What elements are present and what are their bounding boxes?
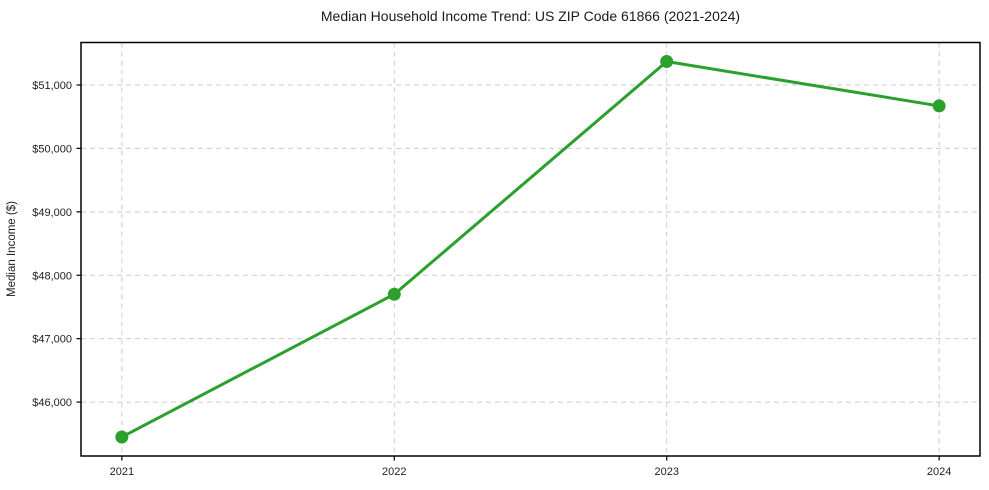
y-tick-label: $47,000: [32, 334, 72, 346]
data-point: [115, 430, 129, 444]
x-tick-label: 2021: [110, 466, 134, 478]
y-tick-label: $46,000: [32, 397, 72, 409]
y-axis-label: Median Income ($): [6, 201, 18, 297]
y-tick-label: $50,000: [32, 143, 72, 155]
chart-title: Median Household Income Trend: US ZIP Co…: [321, 8, 740, 24]
x-tick-label: 2023: [654, 466, 678, 478]
data-point: [660, 55, 674, 69]
x-tick-label: 2022: [382, 466, 406, 478]
y-tick-label: $51,000: [32, 80, 72, 92]
y-tick-label: $48,000: [32, 270, 72, 282]
plot-background: [81, 42, 980, 456]
x-tick-label: 2024: [927, 466, 951, 478]
plot-area: $46,000 $47,000 $48,000 $49,000 $50,000 $51,0…: [32, 41, 981, 478]
data-point: [932, 99, 946, 113]
y-tick-label: $49,000: [32, 207, 72, 219]
data-point: [387, 287, 401, 301]
series-line: [120, 60, 941, 439]
axes-spines: [80, 41, 981, 457]
